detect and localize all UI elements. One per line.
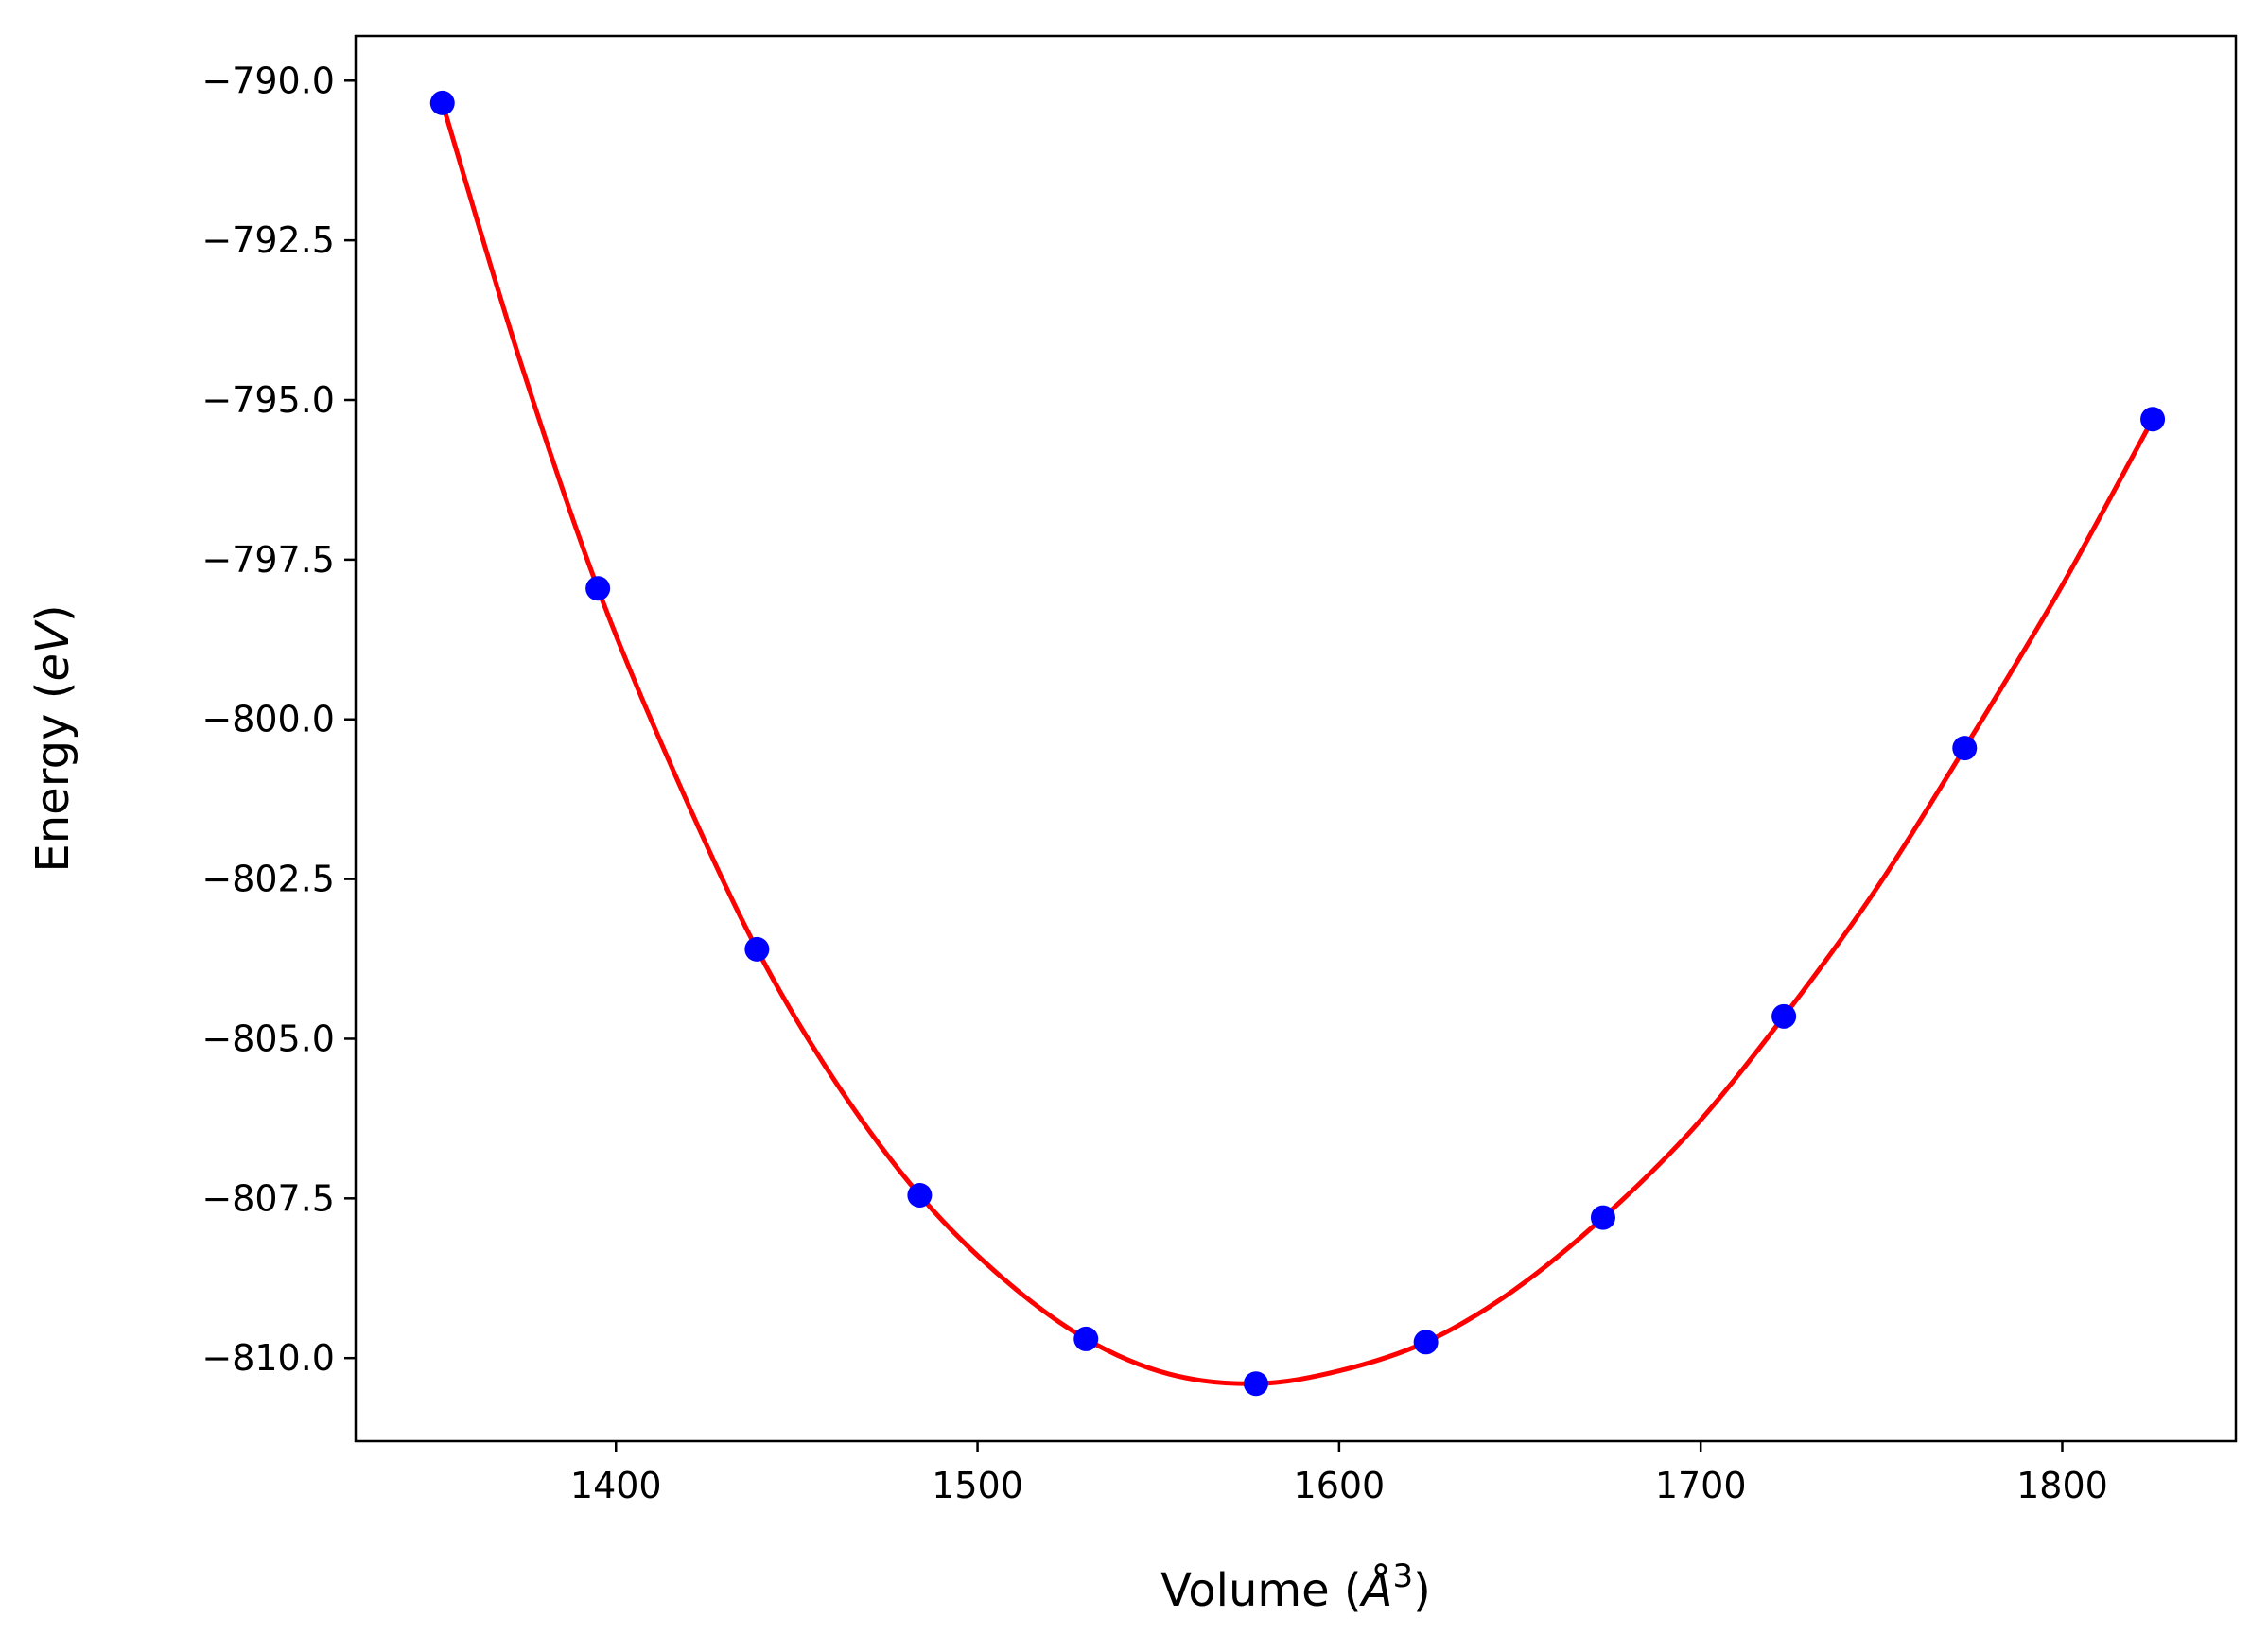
x-tick-label: 1700: [1655, 1465, 1747, 1506]
y-tick-label: −807.5: [201, 1177, 335, 1219]
data-point: [2140, 407, 2166, 432]
y-tick-label: −800.0: [201, 699, 335, 740]
y-axis-title-main: Energy (: [26, 682, 79, 873]
y-axis-title-unit: eV: [26, 619, 79, 682]
axis-ticks: 1400 1500 1600 1700 1800 −790.0 −792.5 −795.0 −7…: [201, 60, 2107, 1506]
data-point: [1590, 1205, 1615, 1230]
axes-frame: [354, 34, 2238, 1443]
y-axis-title-end: ): [26, 604, 79, 622]
x-axis-title-main: Volume (: [1160, 1564, 1362, 1617]
data-point: [907, 1182, 933, 1208]
data-point: [1073, 1326, 1099, 1351]
x-tick-label: 1600: [1294, 1465, 1386, 1506]
x-axis-title-superscript: 3: [1392, 1557, 1413, 1595]
data-point: [1413, 1330, 1439, 1355]
x-tick-label: 1500: [932, 1465, 1023, 1506]
x-axis-title: Volume (Å3): [1160, 1557, 1431, 1617]
data-point: [1243, 1371, 1268, 1397]
data-point: [744, 936, 770, 962]
x-tick-label: 1400: [570, 1465, 662, 1506]
y-tick-label: −790.0: [201, 60, 335, 101]
data-point: [585, 576, 611, 601]
x-axis-title-symbol: Å: [1359, 1563, 1393, 1617]
x-tick-label: 1800: [2016, 1465, 2108, 1506]
x-axis-title-end: ): [1413, 1564, 1431, 1617]
y-tick-label: −810.0: [201, 1337, 335, 1379]
y-tick-label: −805.0: [201, 1017, 335, 1059]
data-point: [1771, 1003, 1797, 1029]
y-tick-label: −802.5: [201, 859, 335, 900]
y-axis-title: Energy (eV): [26, 604, 79, 872]
fit-curve: [440, 100, 2155, 1386]
data-point: [1952, 736, 1978, 761]
y-tick-label: −797.5: [201, 539, 335, 581]
data-point: [429, 90, 455, 115]
y-tick-label: −792.5: [201, 219, 335, 261]
y-tick-label: −795.0: [201, 379, 335, 421]
data-marks: [429, 90, 2166, 1397]
